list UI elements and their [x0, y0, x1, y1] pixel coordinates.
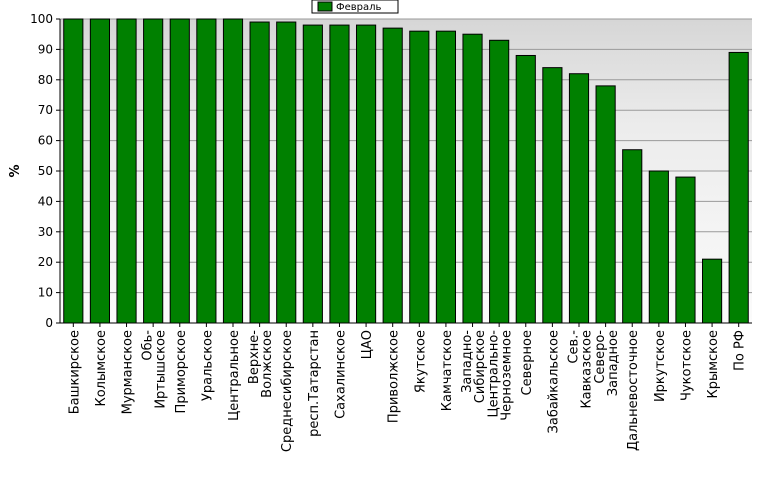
x-tick-labels: Башкирское Колымское Мурманское Обь-Иртышск…	[67, 323, 748, 452]
legend-swatch	[317, 1, 333, 12]
y-tick-label: 100	[30, 12, 53, 26]
bar	[595, 85, 616, 324]
bar	[169, 18, 190, 324]
x-tick-label: Северо-Западное	[593, 330, 621, 397]
bar	[143, 18, 164, 324]
bar	[249, 21, 270, 324]
x-tick-label: ЦАО	[360, 330, 375, 359]
bar	[222, 18, 244, 324]
x-tick-label: Приморское	[174, 330, 189, 413]
x-tick-label: Крымское	[706, 330, 721, 399]
x-tick-label: Сев.-Кавказское	[567, 330, 595, 409]
bar	[355, 24, 377, 324]
bar	[675, 176, 696, 324]
y-axis-label: %	[8, 164, 23, 177]
bar	[382, 27, 403, 324]
x-tick-label: Камчатское	[440, 330, 455, 411]
y-tick-label: 20	[38, 255, 53, 269]
bar	[489, 39, 510, 324]
bar	[701, 258, 723, 324]
y-tick-labels: 0 10 20 30 40 50 60 70 80 90 100	[30, 12, 60, 330]
y-tick-label: 40	[38, 194, 53, 208]
y-tick-label: 80	[38, 73, 53, 87]
bars	[63, 18, 749, 324]
bar	[648, 170, 669, 324]
x-tick-label: Якутское	[413, 330, 428, 393]
y-tick-label: 50	[38, 164, 53, 178]
x-tick-label: Верхне-Волжское	[247, 330, 275, 398]
y-tick-label: 10	[38, 286, 53, 300]
x-tick-label: Уральское	[200, 330, 215, 401]
x-tick-label: респ.Татарстан	[307, 330, 322, 437]
x-tick-label: Центрально-Черноземное	[487, 330, 515, 421]
x-tick-label: Западно-Сибирское	[460, 330, 488, 404]
bar	[435, 30, 457, 324]
bar	[329, 24, 350, 324]
x-tick-label: Иркутское	[653, 330, 668, 402]
x-tick-label: Дальневосточное	[626, 330, 641, 451]
x-tick-label: По РФ	[733, 330, 748, 371]
x-tick-label: Приволжское	[387, 330, 402, 423]
y-tick-label: 0	[45, 316, 53, 330]
bar	[568, 73, 590, 324]
bar	[409, 30, 430, 324]
x-tick-label: Среднесибирское	[280, 330, 295, 452]
bar	[462, 33, 483, 324]
legend: Февраль	[311, 0, 399, 14]
legend-box	[311, 0, 399, 14]
bar	[622, 149, 643, 324]
x-tick-label: Северное	[520, 330, 535, 395]
x-tick-label: Обь-Иртышское	[141, 330, 169, 409]
bar	[196, 18, 217, 324]
x-tick-label: Чукотское	[679, 330, 694, 401]
bar	[302, 24, 323, 324]
bar	[542, 67, 563, 324]
y-tick-label: 30	[38, 225, 53, 239]
x-tick-label: Колымское	[94, 330, 109, 407]
x-tick-label: Забайкальское	[546, 330, 561, 433]
x-tick-label: Сахалинское	[333, 330, 348, 419]
bar	[116, 18, 137, 324]
y-tick-label: 70	[38, 103, 53, 117]
bar	[276, 21, 297, 324]
y-tick-label: 90	[38, 42, 53, 56]
bar	[515, 54, 536, 324]
legend-label: Февраль	[336, 2, 382, 13]
x-tick-label: Башкирское	[67, 330, 82, 414]
bar	[63, 18, 84, 324]
bar	[728, 51, 749, 324]
bar	[89, 18, 111, 324]
y-tick-label: 60	[38, 134, 53, 148]
x-tick-label: Мурманское	[121, 330, 136, 414]
x-tick-label: Центральное	[227, 330, 242, 421]
